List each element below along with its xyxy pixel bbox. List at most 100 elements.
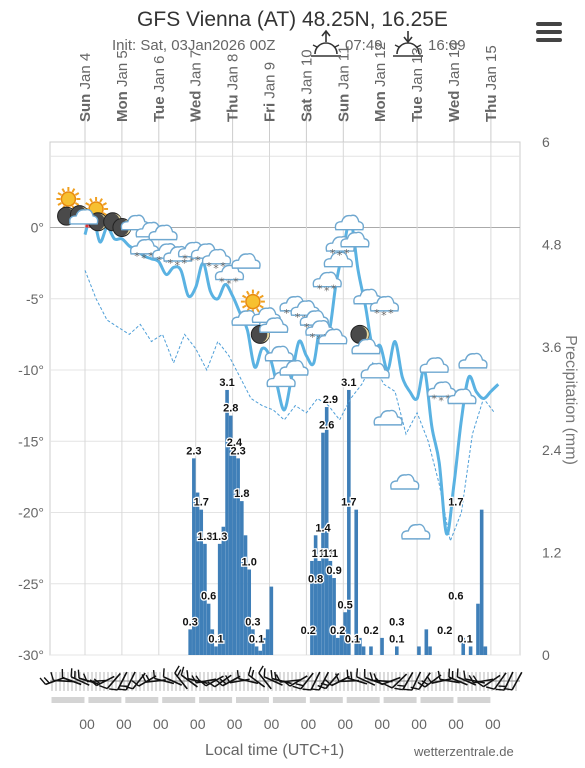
snowflake-icon: * <box>134 250 140 263</box>
wind-barbs <box>39 665 523 703</box>
cloud-icon <box>360 362 390 379</box>
snowflake-icon: * <box>196 253 202 266</box>
wind-barb <box>384 673 408 689</box>
precipitation-bar <box>217 543 222 655</box>
precipitation-bar <box>310 560 314 655</box>
precipitation-value-label: 0.6 <box>448 591 463 603</box>
wind-barb <box>456 668 477 686</box>
precipitation-bar <box>343 612 347 655</box>
day-label: Thu Jan 8 <box>225 54 242 122</box>
snowflake-icon: * <box>295 311 301 324</box>
temperature-tick-label: -30° <box>18 647 44 663</box>
precipitation-bar <box>258 650 263 655</box>
precipitation-bar <box>313 535 318 655</box>
cloud-icon <box>259 317 289 333</box>
day-label: Sun Jan 11 <box>335 46 352 122</box>
wind-barb <box>448 668 468 686</box>
precipitation-bar <box>324 407 329 655</box>
precipitation-bar <box>269 586 274 655</box>
precipitation-bar <box>214 646 218 655</box>
precipitation-value-label: 1.8 <box>234 488 249 500</box>
snowflake-icon: * <box>284 307 290 320</box>
wind-barb <box>236 670 259 685</box>
precipitation-tick-label: 2.4 <box>542 442 562 458</box>
wind-barb <box>417 674 442 688</box>
precipitation-value-label: 1.7 <box>341 497 356 509</box>
precipitation-bar <box>188 629 192 655</box>
temperature-tick-label: -15° <box>18 433 44 449</box>
precipitation-value-label: 1.7 <box>448 497 463 509</box>
day-band <box>420 697 454 703</box>
cloud-icon <box>334 214 365 231</box>
precipitation-bar <box>240 501 244 655</box>
snowflake-icon: * <box>175 259 181 272</box>
precipitation-bar <box>339 629 344 655</box>
precipitation-bar <box>254 646 259 655</box>
day-label: Sun Jan 4 <box>77 53 94 122</box>
temperature-tick-label: 0° <box>31 220 44 236</box>
menu-icon[interactable] <box>536 22 562 44</box>
wind-barb <box>282 675 308 687</box>
wind-barb <box>50 672 74 683</box>
precipitation-value-label: 0.8 <box>308 574 323 586</box>
snowflake-icon: * <box>206 260 212 273</box>
precipitation-bar <box>317 560 322 655</box>
wind-barb <box>426 675 452 684</box>
precipitation-bar <box>347 389 351 655</box>
precipitation-bar <box>206 603 211 655</box>
temperature-tick-label: -20° <box>18 505 44 521</box>
day-band <box>162 697 196 703</box>
day-label: Thu Jan 15 <box>483 45 500 122</box>
wind-barb <box>109 671 128 691</box>
precipitation-bar <box>461 637 466 655</box>
snowflake-icon: * <box>374 307 380 320</box>
hour-label: 00 <box>264 716 280 732</box>
day-label: Tue Jan 13 <box>409 47 426 122</box>
cloud-icon <box>69 208 99 225</box>
day-band <box>236 697 269 703</box>
precipitation-value-label: 0.3 <box>389 616 404 628</box>
precipitation-bar <box>232 449 237 655</box>
precipitation-bar <box>195 492 200 655</box>
snowflake-icon: * <box>388 307 394 320</box>
precipitation-bar <box>221 526 226 655</box>
wind-barb <box>70 668 90 686</box>
sunrise-icon <box>311 29 341 57</box>
wind-barb <box>174 665 188 690</box>
snowflake-icon: * <box>310 331 316 344</box>
day-label: Sat Jan 10 <box>298 49 315 122</box>
snowflake-icon: * <box>431 392 437 405</box>
wind-barb <box>131 675 157 687</box>
precipitation-bar <box>476 603 480 655</box>
precipitation-value-label: 0.2 <box>363 625 378 637</box>
precipitation-value-label: 0.2 <box>301 625 316 637</box>
dewpoint-path <box>84 270 495 543</box>
cloud-icon <box>264 345 294 362</box>
snowflake-icon: * <box>163 256 169 269</box>
precipitation-value-label: 3.1 <box>219 377 234 389</box>
wind-barb <box>263 668 283 686</box>
init-time: Init: Sat, 03Jan2026 00Z <box>112 37 276 54</box>
hour-label: 00 <box>190 716 206 732</box>
precipitation-value-label: 0.2 <box>437 625 452 637</box>
sunrise-time: 07:49 <box>345 37 383 54</box>
wind-barb <box>302 671 321 691</box>
precipitation-bar <box>395 646 399 655</box>
hour-label: 00 <box>374 716 390 732</box>
day-label: Tue Jan 6 <box>151 56 168 122</box>
precipitation-tick-label: 3.6 <box>542 339 562 355</box>
snowflake-icon: * <box>331 283 337 296</box>
hour-label: 00 <box>301 716 317 732</box>
temperature-axis: 0° -5° -10° -15° -20° -25° -30° <box>18 220 44 664</box>
temperature-tick-label: -10° <box>18 362 44 378</box>
precipitation-value-label: 1.1 <box>312 548 327 560</box>
cloud-icon <box>447 388 477 405</box>
day-label: Mon Jan 5 <box>114 50 131 122</box>
wind-barb <box>258 665 272 690</box>
wind-barb <box>198 675 224 687</box>
precipitation-bar <box>335 637 340 655</box>
wind-barb <box>476 674 501 688</box>
hour-label: 00 <box>411 716 427 732</box>
hour-label: 00 <box>338 716 354 732</box>
date-labels: Sun Jan 4 Mon Jan 5 Tue Jan 6 Wed Jan 7 Thu … <box>77 41 500 122</box>
